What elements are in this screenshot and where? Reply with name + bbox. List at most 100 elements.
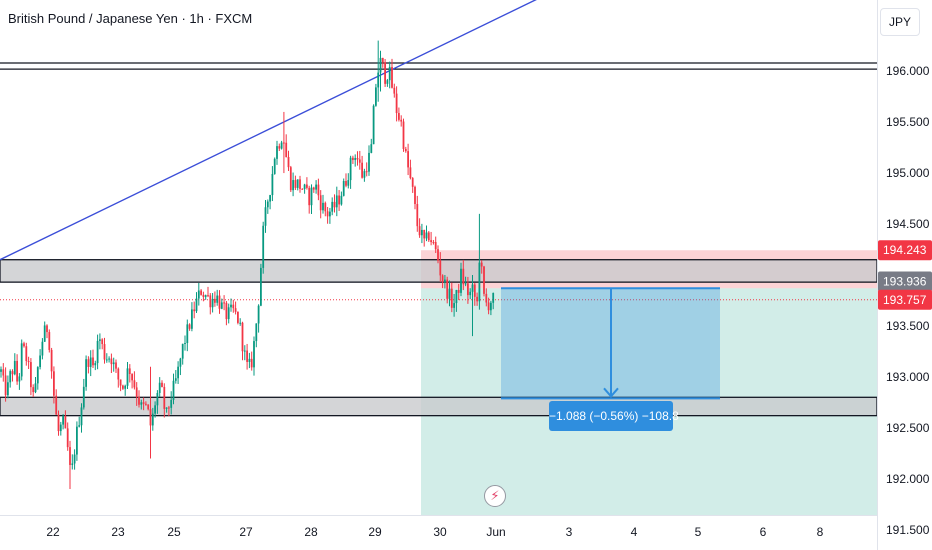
candle-body <box>255 323 258 342</box>
candle-body <box>138 396 140 405</box>
x-tick-label: 5 <box>695 525 702 539</box>
candle-body <box>7 382 9 396</box>
candle-body <box>16 360 18 382</box>
y-tick-label: 196.000 <box>886 64 930 78</box>
candle-body <box>239 322 242 324</box>
candle-body <box>216 295 219 303</box>
candle-body <box>237 311 239 323</box>
candle-body <box>53 371 55 396</box>
x-tick-label: 27 <box>239 525 253 539</box>
candle-body <box>430 240 432 243</box>
candle-body <box>391 66 393 88</box>
candle-body <box>457 289 460 293</box>
candle-body <box>20 343 23 377</box>
trend-line[interactable] <box>0 0 563 261</box>
candle-body <box>168 407 170 409</box>
candle-body <box>46 325 48 333</box>
candle-body <box>133 380 136 388</box>
x-tick-label: 22 <box>46 525 60 539</box>
candle-body <box>250 358 253 368</box>
candle-body <box>103 344 106 360</box>
candle-body <box>174 378 177 381</box>
candle-body <box>204 295 207 297</box>
candle-body <box>145 403 147 405</box>
candle-body <box>9 371 12 383</box>
candle-body <box>421 229 423 236</box>
candle-body <box>402 121 405 149</box>
candle-body <box>108 358 110 360</box>
candle-body <box>214 298 216 303</box>
candle-body <box>0 369 2 372</box>
candle-body <box>340 195 343 205</box>
candle-body <box>142 402 145 404</box>
candle-body <box>43 325 46 342</box>
candle-body <box>377 72 380 88</box>
candle-body <box>197 290 200 299</box>
candle-body <box>301 188 304 190</box>
candle-body <box>287 157 290 168</box>
candle-body <box>99 339 101 341</box>
candle-body <box>232 304 235 309</box>
candle-body <box>94 363 97 366</box>
candle-body <box>487 302 490 311</box>
zones-layer <box>0 250 878 515</box>
measure-label: −1.088 (−0.56%) −108.8 <box>549 401 679 431</box>
horizontal-zone-2[interactable] <box>0 396 878 417</box>
candle-body <box>110 358 113 365</box>
currency-button[interactable]: JPY <box>880 8 920 36</box>
candle-body <box>273 158 276 174</box>
candle-body <box>432 242 435 244</box>
candle-body <box>260 267 262 306</box>
candle-body <box>319 195 322 211</box>
candle-body <box>246 350 248 362</box>
candle-body <box>386 80 389 84</box>
candle-body <box>23 343 25 347</box>
candle-body <box>352 157 354 161</box>
candle-body <box>485 293 488 303</box>
candle-body <box>36 367 39 384</box>
candle-body <box>310 187 313 206</box>
candle-body <box>427 232 430 241</box>
candle-body <box>400 119 403 122</box>
candle-body <box>126 368 129 386</box>
candle-body <box>131 374 133 381</box>
candle-body <box>370 144 373 153</box>
candle-body <box>418 226 421 236</box>
candle-body <box>64 415 67 429</box>
candle-body <box>416 204 419 227</box>
candle-body <box>55 395 58 415</box>
y-tick-label: 195.000 <box>886 166 930 180</box>
candle-body <box>48 332 51 350</box>
candle-body <box>96 340 99 364</box>
candle-body <box>170 399 173 408</box>
price-tag-2 <box>878 271 932 292</box>
candle-body <box>342 181 345 196</box>
candle-body <box>338 195 340 205</box>
candle-body <box>444 279 446 282</box>
y-tick-label: 194.500 <box>886 217 930 231</box>
lightning-icon[interactable]: ⚡ <box>484 485 506 507</box>
candle-body <box>409 167 412 179</box>
lines-layer <box>0 0 877 301</box>
candle-body <box>27 361 30 363</box>
candle-body <box>78 425 81 427</box>
candle-body <box>322 202 324 211</box>
candle-body <box>186 324 189 344</box>
candle-body <box>264 207 267 226</box>
candle-body <box>480 262 483 267</box>
candle-body <box>158 382 161 393</box>
chart-title: British Pound / Japanese Yen · 1h · FXCM <box>8 11 253 26</box>
price-tag-text: 193.757 <box>883 293 927 307</box>
candle-body <box>191 309 193 329</box>
candle-body <box>62 415 64 425</box>
candle-body <box>225 302 228 320</box>
candle-body <box>492 292 495 303</box>
candle-body <box>18 376 21 382</box>
candle-body <box>241 322 244 352</box>
y-tick-label: 191.500 <box>886 523 930 537</box>
candle-body <box>147 404 150 410</box>
candle-body <box>220 302 223 309</box>
